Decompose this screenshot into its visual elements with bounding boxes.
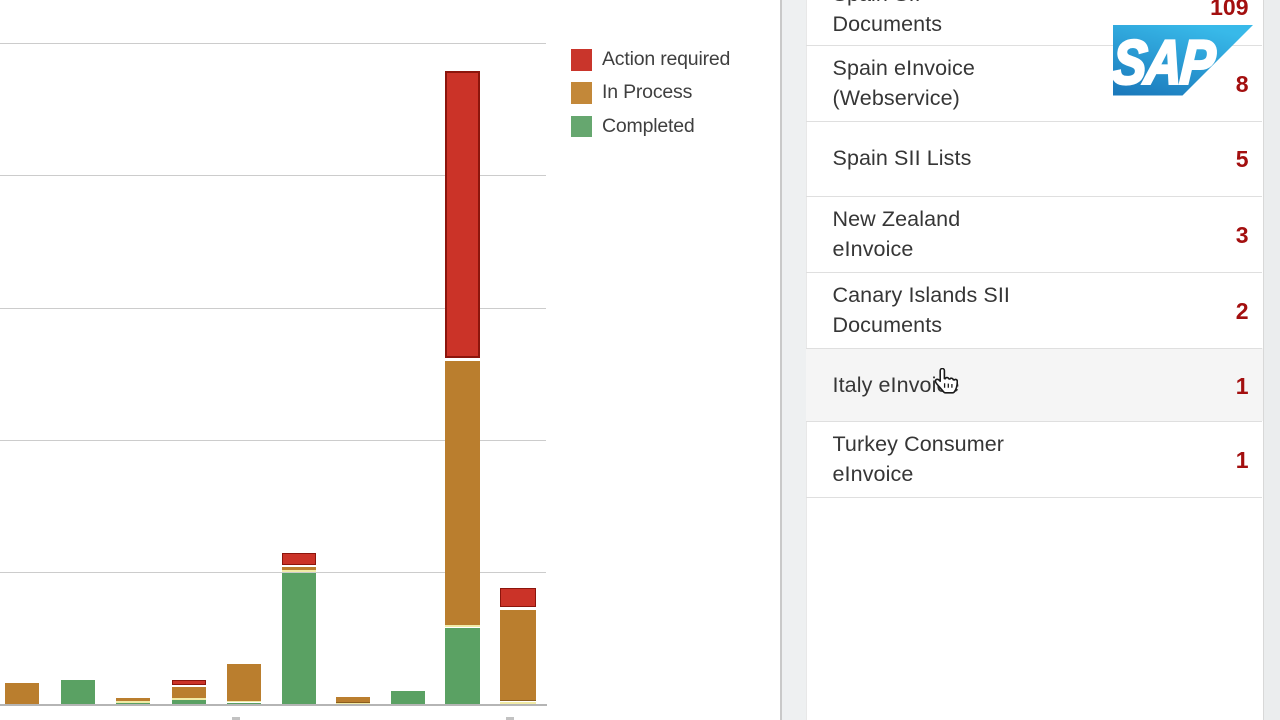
svg-text:SAP: SAP	[1113, 28, 1218, 96]
